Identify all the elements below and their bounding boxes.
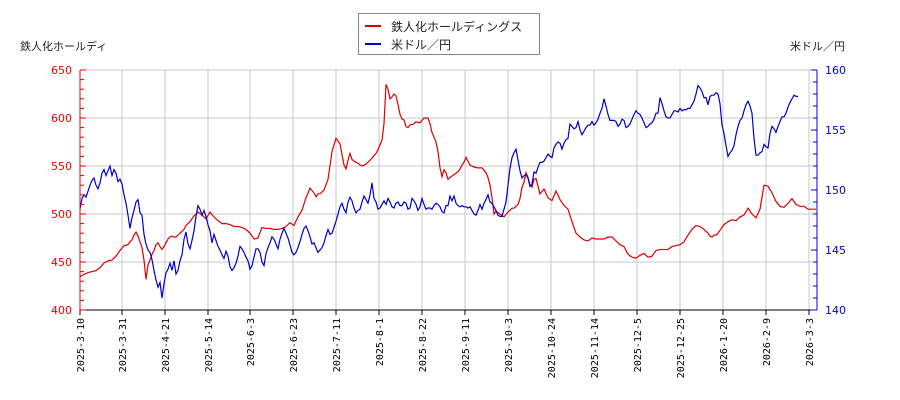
x-tick-label: 2025-9-11 xyxy=(461,318,472,372)
right-tick-label: 140 xyxy=(825,304,846,317)
x-tick-label: 2026-2-9 xyxy=(762,318,773,366)
x-tick-label: 2025-6-23 xyxy=(289,318,300,372)
x-tick-label: 2025-10-3 xyxy=(504,318,515,372)
x-tick-label: 2025-3-31 xyxy=(118,318,129,372)
series-tetsujinka-line xyxy=(79,84,816,280)
right-tick-label: 145 xyxy=(825,244,846,257)
x-tick-label: 2025-7-11 xyxy=(332,318,343,372)
legend-swatch-blue xyxy=(365,43,381,45)
legend-label-series1: 鉄人化ホールディングス xyxy=(391,19,523,34)
legend-swatch-red xyxy=(365,25,381,27)
left-axis-title: 鉄人化ホールディ xyxy=(20,40,108,53)
left-tick-label: 450 xyxy=(51,256,72,269)
x-tick-label: 2025-12-25 xyxy=(676,318,687,378)
legend-item-tetsujinka: 鉄人化ホールディングス xyxy=(365,17,522,35)
x-tick-label: 2026-3-3 xyxy=(805,318,816,366)
right-tick-label: 155 xyxy=(825,124,846,137)
right-tick-label: 150 xyxy=(825,184,846,197)
x-tick-label: 2026-1-20 xyxy=(719,318,730,372)
left-tick-label: 600 xyxy=(51,112,72,125)
legend-label-series2: 米ドル／円 xyxy=(391,37,452,52)
series-lines xyxy=(79,84,816,299)
x-tick-label: 2025-8-22 xyxy=(418,318,429,372)
left-tick-label: 400 xyxy=(51,304,72,317)
right-tick-label: 160 xyxy=(825,64,846,77)
x-tick-label: 2025-8-1 xyxy=(375,318,386,366)
left-tick-label: 500 xyxy=(51,208,72,221)
axes: 2025-3-10 2025-3-31 2025-4-21 2025-5-14 2025… xyxy=(51,64,846,378)
x-tick-label: 2025-11-14 xyxy=(590,318,601,378)
left-tick-label: 550 xyxy=(51,160,72,173)
left-tick-label: 650 xyxy=(51,64,72,77)
x-tick-label: 2025-3-10 xyxy=(76,318,87,372)
x-tick-label: 2025-12-5 xyxy=(633,318,644,372)
grid-lines xyxy=(79,69,817,311)
x-tick-label: 2025-6-3 xyxy=(246,318,257,366)
x-tick-label: 2025-10-24 xyxy=(547,318,558,378)
x-tick-label: 2025-4-21 xyxy=(161,318,172,372)
chart-legend: 鉄人化ホールディングス 米ドル／円 xyxy=(358,13,540,55)
series-usdjpy-line xyxy=(79,84,798,299)
right-axis-title: 米ドル／円 xyxy=(790,40,845,53)
x-tick-label: 2025-5-14 xyxy=(204,318,215,372)
legend-item-usdjpy: 米ドル／円 xyxy=(365,35,451,53)
